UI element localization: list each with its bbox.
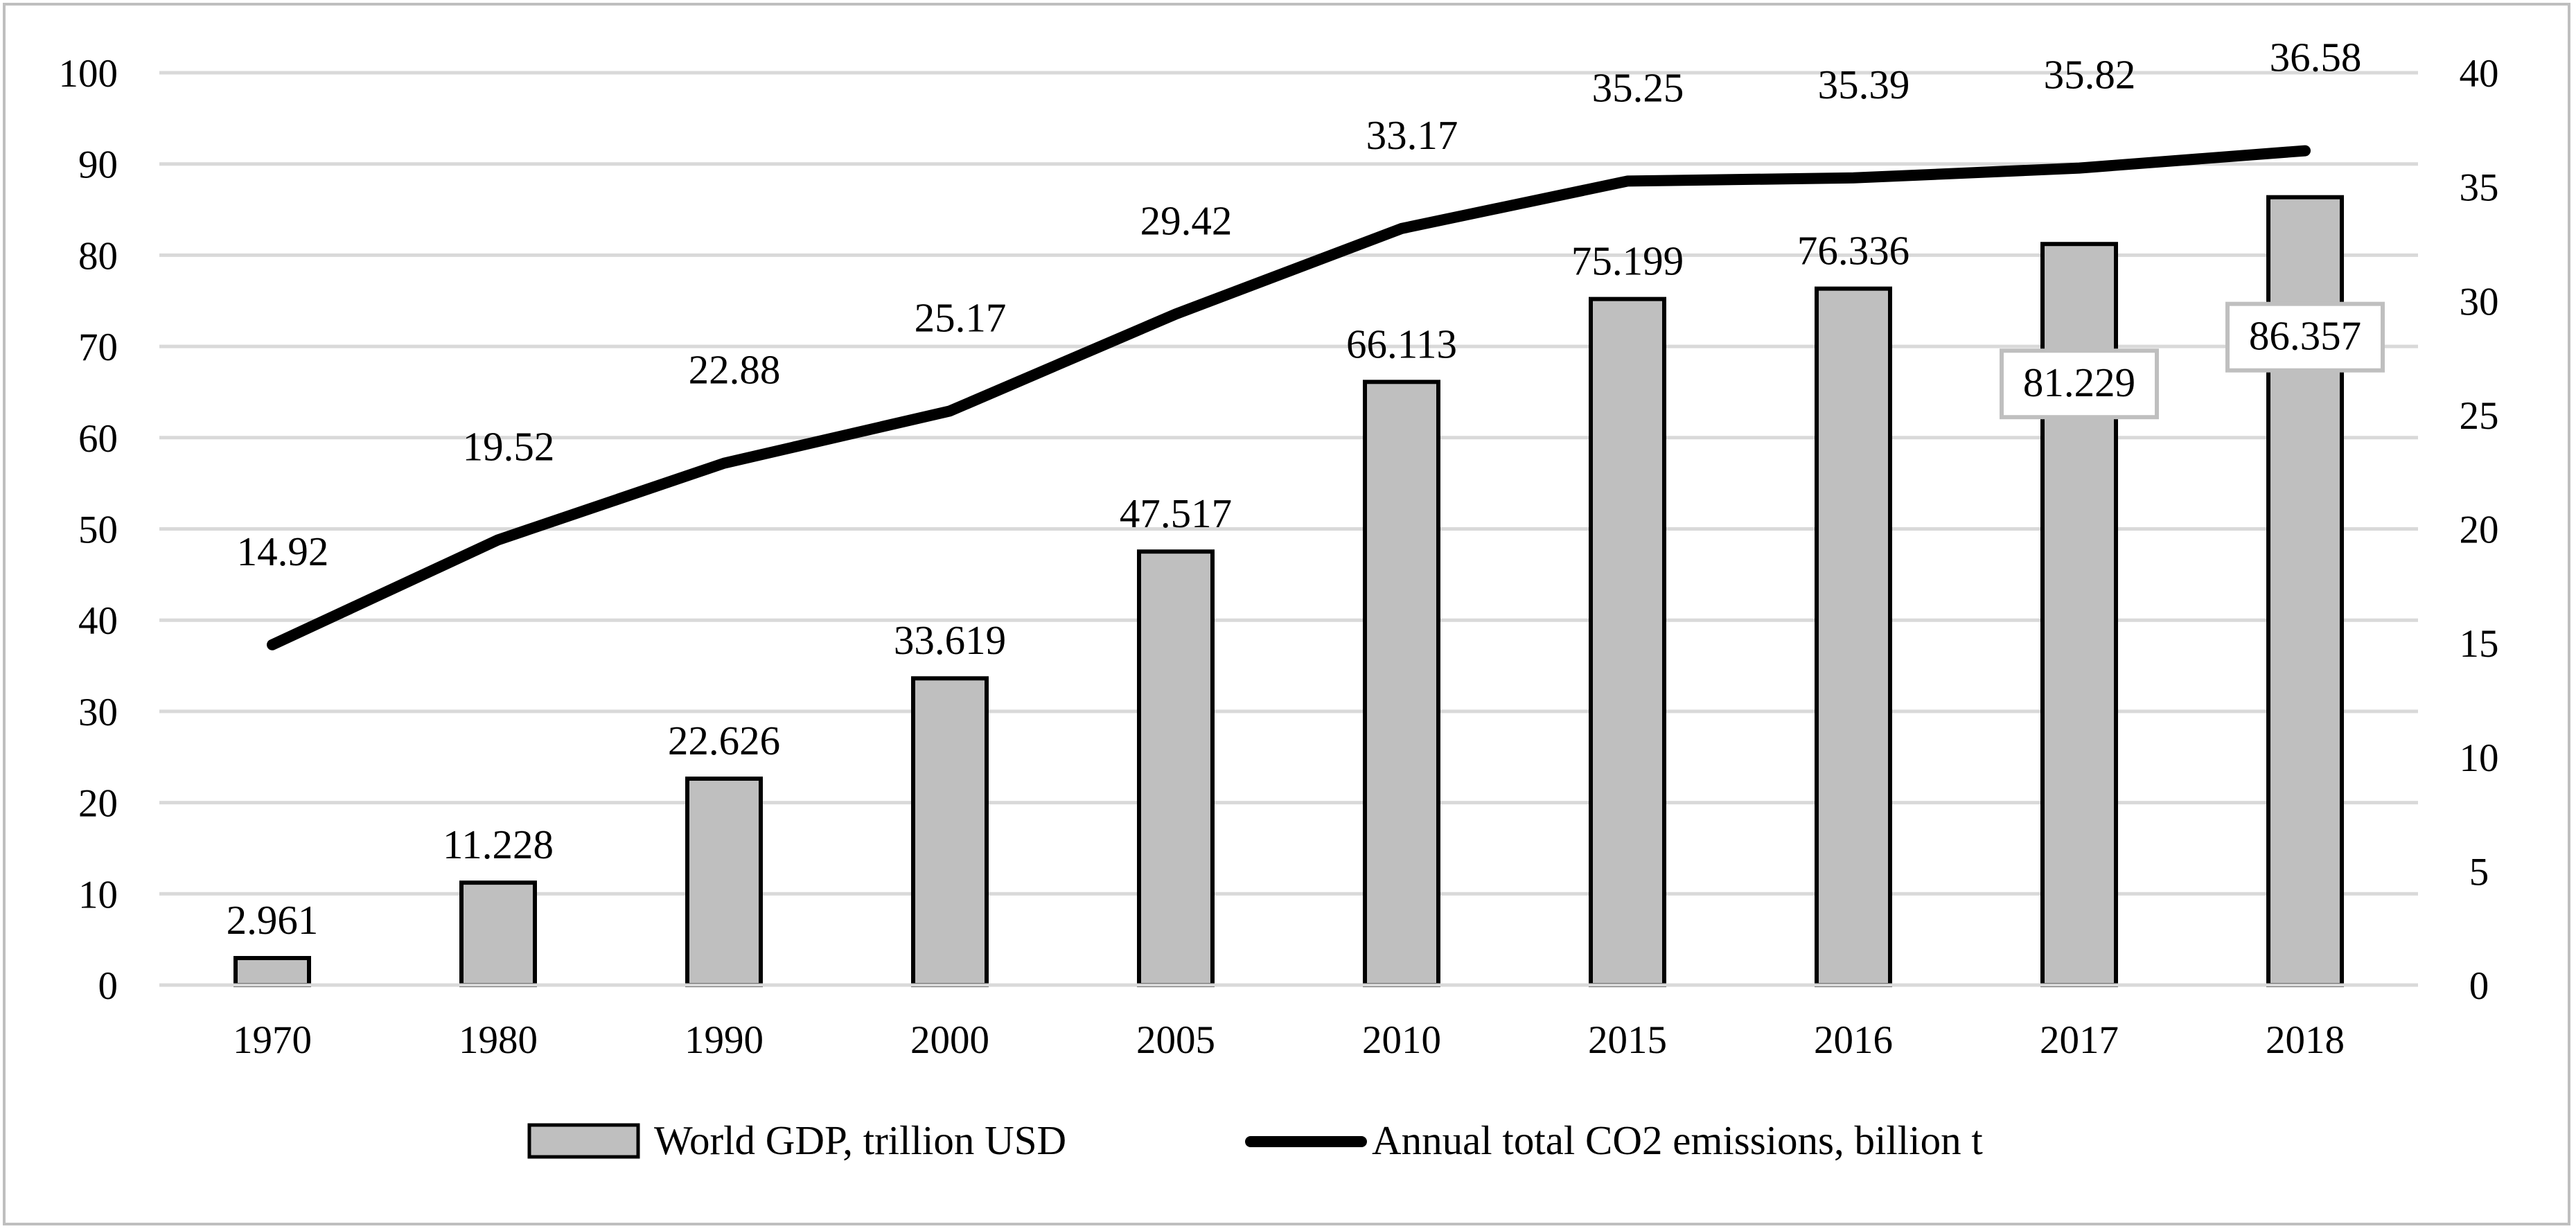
gdp-data-label: 75.199 xyxy=(1571,238,1684,284)
x-tick-label: 1970 xyxy=(233,1018,312,1062)
gdp-data-label: 22.626 xyxy=(668,718,780,763)
gdp-bar xyxy=(459,880,537,987)
co2-data-label: 14.92 xyxy=(237,529,329,574)
co2-line xyxy=(267,145,2311,650)
y-left-tick-label: 80 xyxy=(78,234,118,278)
x-tick-label: 1980 xyxy=(459,1018,538,1062)
data-labels: 2.961 11.228 22.626 33.619 47.517 66.113 75.19… xyxy=(227,35,2385,943)
gdp-label-box xyxy=(2225,301,2385,373)
y-left-tick-label: 20 xyxy=(78,782,118,826)
gdp-data-label: 86.357 xyxy=(2249,313,2361,359)
co2-data-label: 35.82 xyxy=(2044,52,2136,98)
x-tick-label: 2005 xyxy=(1136,1018,1215,1062)
gdp-data-label: 76.336 xyxy=(1797,228,1909,274)
y-left-tick-label: 40 xyxy=(78,599,118,643)
co2-data-label: 33.17 xyxy=(1366,112,1458,158)
y-right-tick-label: 35 xyxy=(2460,166,2499,210)
y-left-tick-label: 10 xyxy=(78,873,118,916)
co2-data-label: 25.17 xyxy=(915,294,1007,340)
gdp-bar xyxy=(1137,549,1215,987)
y-right-tick-label: 30 xyxy=(2460,280,2499,324)
y-left-tick-label: 0 xyxy=(98,964,118,1008)
y-left-tick-label: 70 xyxy=(78,326,118,369)
y-right-tick-label: 0 xyxy=(2469,964,2489,1008)
y-left-tick-label: 60 xyxy=(78,417,118,461)
gdp-bar xyxy=(1815,286,1892,987)
y-right-tick-label: 15 xyxy=(2460,622,2499,666)
co2-line-path xyxy=(267,145,2311,650)
axes: 0 10 20 30 40 50 60 70 80 90 100 0 5 10 15 20 25 30 35 40 19… xyxy=(59,52,2499,1062)
gdp-bar xyxy=(685,777,763,988)
legend-swatch-gdp xyxy=(527,1123,640,1159)
y-left-tick-label: 90 xyxy=(78,143,118,187)
gdp-label-box xyxy=(2000,348,2159,420)
x-tick-label: 2000 xyxy=(910,1018,989,1062)
legend-label-gdp: World GDP, trillion USD xyxy=(654,1117,1066,1163)
gdp-bar xyxy=(1363,380,1440,987)
gdp-bar xyxy=(233,956,311,988)
y-right-tick-label: 40 xyxy=(2460,52,2499,96)
x-tick-label: 2016 xyxy=(1814,1018,1893,1062)
x-tick-label: 2018 xyxy=(2266,1018,2345,1062)
gdp-bar xyxy=(911,676,989,988)
gdp-data-label: 2.961 xyxy=(227,897,319,943)
co2-data-label: 35.39 xyxy=(1818,62,1910,107)
gdp-bar xyxy=(1589,296,1666,988)
y-left-tick-label: 30 xyxy=(78,691,118,734)
co2-data-label: 35.25 xyxy=(1592,64,1684,110)
gdp-data-label: 66.113 xyxy=(1346,321,1457,366)
y-right-tick-label: 5 xyxy=(2469,850,2489,894)
gdp-data-label: 33.619 xyxy=(894,617,1006,663)
co2-data-label: 22.88 xyxy=(689,347,781,393)
y-right-tick-label: 20 xyxy=(2460,508,2499,552)
co2-data-label: 36.58 xyxy=(2270,35,2362,80)
gdp-data-label: 47.517 xyxy=(1120,490,1232,536)
co2-data-label: 19.52 xyxy=(463,423,555,469)
legend-label-co2: Annual total CO2 emissions, billion t xyxy=(1372,1117,1983,1163)
x-tick-label: 2017 xyxy=(2040,1018,2119,1062)
co2-data-label: 29.42 xyxy=(1140,197,1233,243)
y-left-tick-label: 100 xyxy=(59,52,118,96)
x-tick-label: 2010 xyxy=(1362,1018,1441,1062)
gdp-data-label: 11.228 xyxy=(443,822,554,867)
x-tick-label: 1990 xyxy=(685,1018,764,1062)
chart-frame xyxy=(3,3,2570,1225)
y-right-tick-label: 25 xyxy=(2460,394,2499,438)
y-right-tick-label: 10 xyxy=(2460,736,2499,780)
legend: World GDP, trillion USD Annual total CO2… xyxy=(527,1117,1983,1163)
gdp-data-label: 81.229 xyxy=(2023,360,2135,405)
x-tick-label: 2015 xyxy=(1588,1018,1667,1062)
y-left-tick-label: 50 xyxy=(78,508,118,552)
